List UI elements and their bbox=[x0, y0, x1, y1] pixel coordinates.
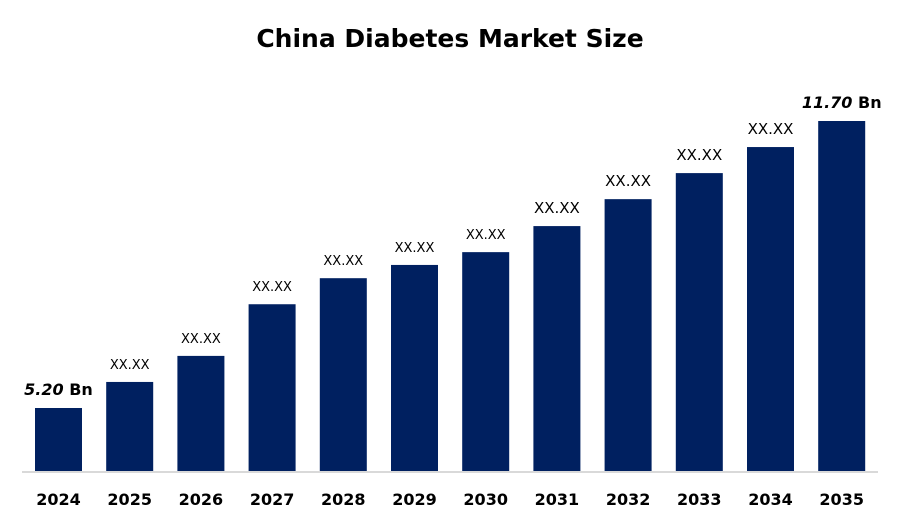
data-label: XX.XX bbox=[181, 332, 221, 347]
x-tick-label: 2032 bbox=[606, 490, 651, 509]
bar-2031 bbox=[533, 226, 581, 471]
data-label: XX.XX bbox=[395, 241, 435, 256]
chart-title: China Diabetes Market Size bbox=[256, 24, 643, 53]
bar-2027 bbox=[248, 304, 296, 471]
bar-2034 bbox=[747, 147, 794, 471]
bar-2025 bbox=[106, 381, 154, 471]
x-tick-label: 2024 bbox=[36, 490, 81, 509]
x-tick-label: 2034 bbox=[748, 490, 793, 509]
x-tick-label: 2027 bbox=[250, 490, 295, 509]
bar-2035 bbox=[818, 121, 866, 471]
data-label: XX.XX bbox=[676, 146, 722, 164]
bar-2028 bbox=[319, 278, 367, 471]
x-tick-label: 2028 bbox=[321, 490, 366, 509]
data-label: XX.XX bbox=[466, 228, 506, 243]
x-tick-label: 2025 bbox=[107, 490, 152, 509]
x-tick-label: 2031 bbox=[535, 490, 580, 509]
bar-2033 bbox=[675, 173, 723, 471]
bar-2032 bbox=[604, 199, 652, 471]
data-label: 11.70 Bn bbox=[802, 93, 882, 112]
bar-2024 bbox=[35, 408, 82, 471]
x-tick-label: 2029 bbox=[392, 490, 437, 509]
x-tick-label: 2035 bbox=[819, 490, 864, 509]
data-label: 5.20 Bn bbox=[24, 380, 93, 399]
data-label: XX.XX bbox=[110, 358, 150, 373]
data-label: XX.XX bbox=[534, 199, 580, 217]
x-tick-label: 2030 bbox=[463, 490, 508, 509]
x-tick-label: 2033 bbox=[677, 490, 722, 509]
data-label: XX.XX bbox=[605, 172, 651, 190]
data-label: XX.XX bbox=[323, 254, 363, 269]
x-tick-label: 2026 bbox=[179, 490, 224, 509]
bar-2026 bbox=[177, 355, 225, 471]
bar-2029 bbox=[391, 264, 438, 471]
bar-2030 bbox=[462, 252, 510, 471]
data-label: XX.XX bbox=[252, 280, 292, 295]
data-label: XX.XX bbox=[748, 120, 794, 138]
